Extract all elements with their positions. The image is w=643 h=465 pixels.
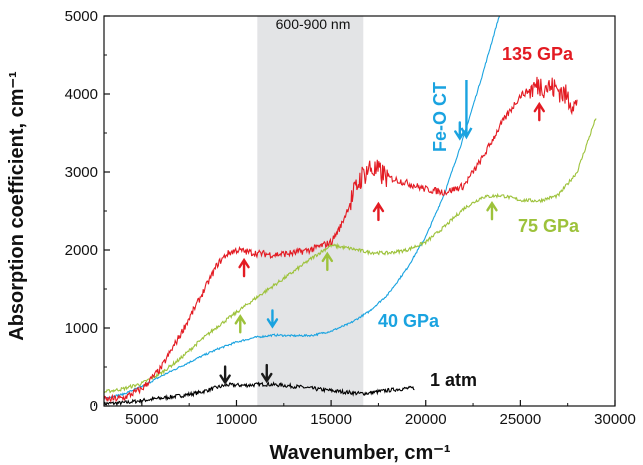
y-tick-label: 5000 <box>65 8 98 25</box>
marker-arrow-1-atm-2 <box>261 363 273 384</box>
marker-layer <box>219 79 545 385</box>
x-axis-title: Wavenumber, cm⁻¹ <box>270 442 451 464</box>
marker-arrow-40-gpa-1 <box>266 309 279 329</box>
shaded-band-layer <box>257 16 364 406</box>
marker-arrow-135-gpa-3 <box>533 101 545 122</box>
y-tick-label: 0 <box>90 398 98 415</box>
series-line-135-gpa <box>104 76 578 403</box>
label-40-gpa: 40 GPa <box>378 311 440 331</box>
marker-arrow-75-gpa-2 <box>321 251 334 272</box>
shaded-band <box>257 16 364 406</box>
marker-arrow-135-gpa-2 <box>372 201 385 222</box>
marker-arrow-75-gpa-1 <box>234 314 246 334</box>
y-tick-label: 4000 <box>65 86 98 103</box>
x-tick-label: 15000 <box>310 411 352 428</box>
band-label: 600-900 nm <box>276 16 351 32</box>
series-line-75-gpa <box>104 118 597 394</box>
label-75-gpa: 75 GPa <box>518 216 580 236</box>
marker-arrow-135-gpa-1 <box>238 257 250 278</box>
label-135-gpa: 135 GPa <box>502 44 574 64</box>
marker-arrow-40-gpa-2 <box>454 121 466 141</box>
fe-o-ct-arrow <box>460 79 473 140</box>
series-line-1-atm <box>104 381 415 406</box>
marker-arrow-1-atm-1 <box>219 365 231 385</box>
y-tick-label: 2000 <box>65 242 98 259</box>
x-tick-label: 5000 <box>125 411 158 428</box>
label-1-atm: 1 atm <box>430 370 477 390</box>
marker-arrow-75-gpa-3 <box>486 200 498 221</box>
x-tick-label: 10000 <box>216 411 258 428</box>
axes <box>94 15 616 407</box>
tick-labels: 5000 10000 15000 20000 25000 30000 0 1000 2000 30… <box>65 8 636 428</box>
y-tick-label: 1000 <box>65 320 98 337</box>
x-tick-label: 25000 <box>500 411 542 428</box>
y-tick-label: 3000 <box>65 164 98 181</box>
series-layer <box>104 16 597 406</box>
y-axis-title: Absorption coefficient, cm⁻¹ <box>6 71 28 341</box>
label-fe-o-ct: Fe-O CT <box>430 82 450 152</box>
x-tick-label: 30000 <box>594 411 636 428</box>
x-tick-label: 20000 <box>405 411 447 428</box>
series-line-40-gpa <box>104 16 500 399</box>
